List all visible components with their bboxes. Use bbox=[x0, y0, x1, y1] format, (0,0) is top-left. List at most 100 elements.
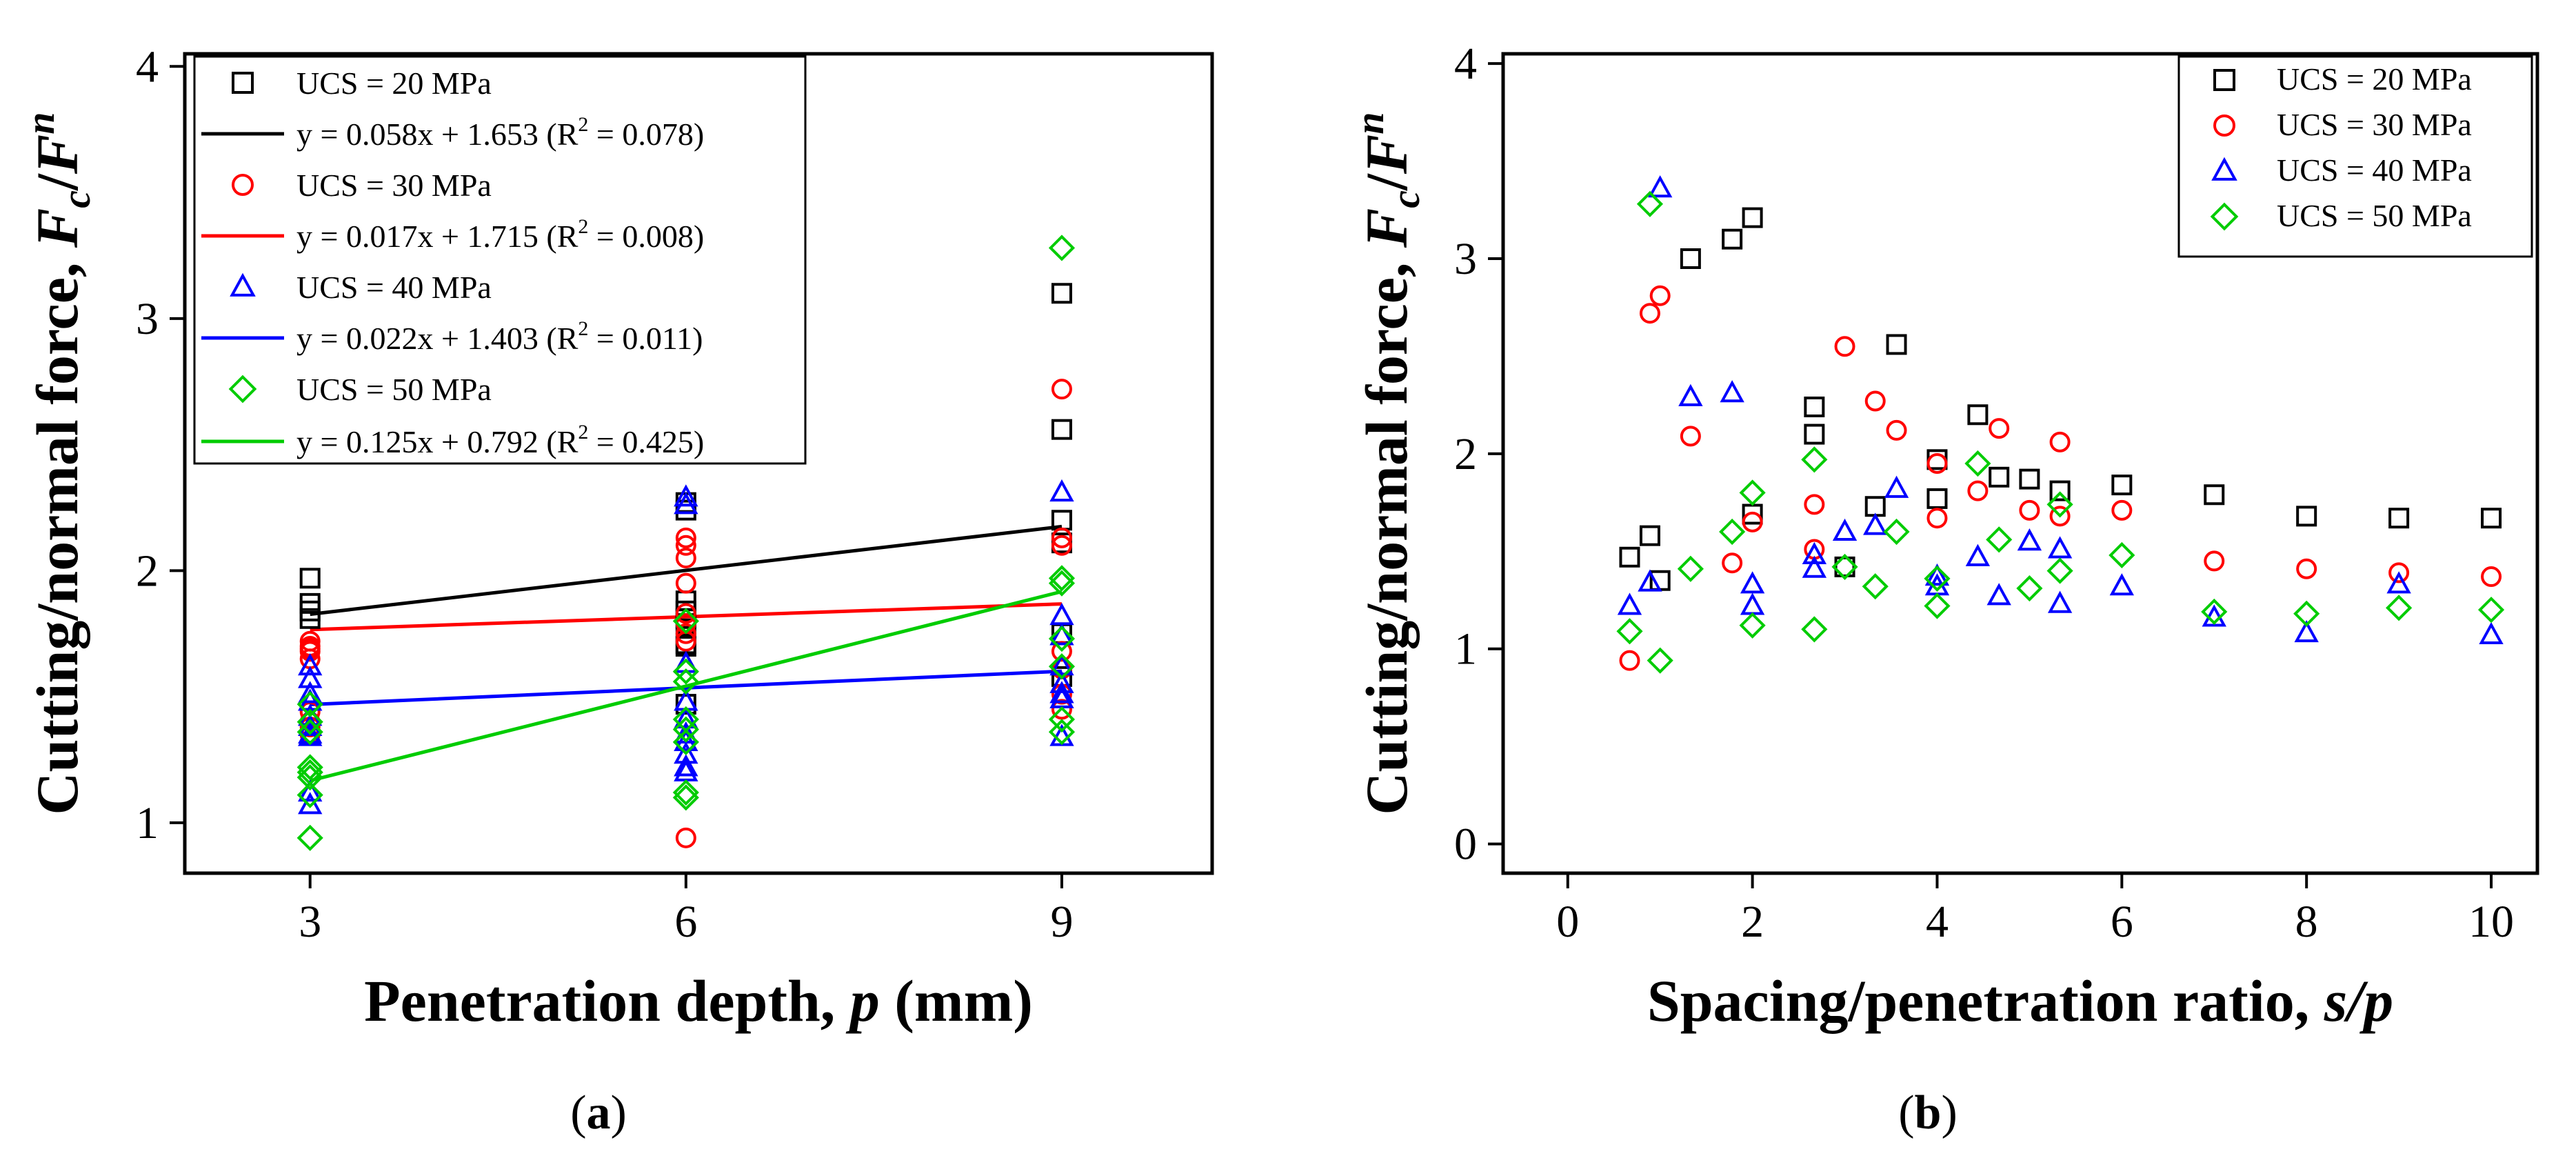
data-point-circle bbox=[1742, 511, 1763, 532]
data-point-triangle bbox=[1802, 555, 1827, 578]
data-point-triangle bbox=[2109, 573, 2135, 596]
data-point-triangle bbox=[1884, 475, 1909, 498]
legend-marker-triangle bbox=[2211, 157, 2237, 181]
data-point-diamond bbox=[1924, 592, 1951, 619]
data-point-square bbox=[1742, 207, 1763, 228]
data-point-triangle bbox=[1647, 175, 1673, 198]
data-point-diamond bbox=[1883, 518, 1910, 546]
data-point-circle bbox=[675, 572, 696, 594]
data-point-diamond bbox=[2293, 600, 2320, 627]
data-point-circle bbox=[675, 827, 696, 848]
data-point-diamond bbox=[1636, 190, 1664, 217]
data-point-diamond bbox=[1964, 450, 1991, 477]
legend-fit-label-ucs40: y = 0.022x + 1.403 (R2 = 0.011) bbox=[296, 317, 703, 356]
panel-label-a: (a) bbox=[570, 1086, 627, 1139]
data-point-circle bbox=[2481, 566, 2502, 588]
legend-fit-label-ucs20: y = 0.058x + 1.653 (R2 = 0.078) bbox=[296, 113, 704, 152]
data-point-square bbox=[1722, 228, 1743, 250]
legend-box-a bbox=[193, 55, 807, 465]
y-tick-label: 1 bbox=[1454, 624, 1477, 675]
legend-b-ucs40-marker bbox=[2211, 157, 2237, 181]
data-point-diamond bbox=[1986, 526, 2013, 553]
data-point-circle bbox=[1639, 303, 1660, 324]
data-point-triangle bbox=[2047, 590, 2073, 613]
data-point-diamond bbox=[1801, 446, 1828, 473]
data-point-diamond bbox=[296, 824, 323, 851]
data-point-circle bbox=[1649, 285, 1671, 306]
legend-label-ucs20: UCS = 20 MPa bbox=[296, 66, 492, 101]
legend-marker-square bbox=[232, 72, 254, 94]
y-axis-label-a: Cutting/normal force, Fc/Fn bbox=[18, 112, 99, 815]
data-point-circle bbox=[2204, 550, 2225, 572]
data-point-diamond bbox=[296, 764, 323, 791]
data-point-triangle bbox=[2386, 571, 2411, 594]
data-point-circle bbox=[2049, 431, 2071, 452]
data-point-circle bbox=[2019, 499, 2040, 521]
legend-item-ucs40-marker bbox=[230, 272, 256, 297]
data-point-triangle bbox=[674, 754, 698, 777]
data-point-triangle bbox=[1049, 623, 1074, 646]
data-point-diamond bbox=[1739, 612, 1766, 639]
data-point-diamond bbox=[1048, 653, 1076, 680]
data-point-square bbox=[1967, 404, 1989, 426]
data-point-diamond bbox=[1924, 565, 1951, 592]
data-point-triangle bbox=[298, 653, 323, 676]
data-point-diamond bbox=[672, 784, 699, 811]
data-points-a bbox=[296, 235, 1076, 851]
legend-b-ucs50-marker bbox=[2210, 202, 2239, 231]
data-point-square bbox=[1051, 419, 1072, 440]
data-point-diamond bbox=[1677, 555, 1704, 582]
y-tick-label: 3 bbox=[1454, 234, 1477, 284]
data-point-triangle bbox=[674, 728, 698, 751]
data-point-diamond bbox=[2046, 557, 2073, 584]
data-point-diamond bbox=[2477, 597, 2505, 624]
plot-frame-b bbox=[1501, 52, 2539, 875]
x-tick-label: 9 bbox=[1050, 897, 1073, 947]
data-point-diamond bbox=[1048, 565, 1076, 592]
fit-line bbox=[310, 602, 1063, 632]
data-point-square bbox=[1639, 525, 1660, 546]
data-point-diamond bbox=[1801, 616, 1828, 643]
data-point-circle bbox=[2296, 558, 2317, 579]
data-point-diamond bbox=[1048, 719, 1076, 746]
data-point-diamond bbox=[2046, 491, 2073, 518]
data-point-square bbox=[1864, 496, 1886, 517]
data-point-triangle bbox=[1965, 543, 1991, 566]
data-point-square bbox=[1804, 396, 1825, 417]
data-point-triangle bbox=[1802, 541, 1827, 564]
y-tick-label: 0 bbox=[1454, 819, 1477, 870]
data-point-diamond bbox=[672, 728, 699, 755]
data-point-triangle bbox=[298, 779, 323, 802]
data-point-diamond bbox=[1048, 625, 1076, 652]
data-point-triangle bbox=[2479, 621, 2504, 644]
data-point-triangle bbox=[298, 792, 323, 815]
legend-label-ucs50: UCS = 50 MPa bbox=[296, 372, 492, 407]
legend-label-ucs30: UCS = 30 MPa bbox=[296, 168, 492, 203]
data-point-square bbox=[1051, 283, 1072, 304]
data-point-circle bbox=[1051, 527, 1072, 548]
data-point-diamond bbox=[2201, 598, 2228, 626]
data-point-triangle bbox=[1049, 603, 1074, 626]
data-point-triangle bbox=[298, 681, 323, 704]
data-point-square bbox=[2049, 480, 2071, 501]
x-axis-label-b: Spacing/penetration ratio, s/p bbox=[1647, 968, 2393, 1034]
data-point-triangle bbox=[674, 492, 698, 515]
data-point-diamond bbox=[1048, 235, 1076, 261]
data-point-diamond bbox=[1739, 479, 1766, 506]
legend-marker-triangle bbox=[230, 272, 256, 297]
data-point-square bbox=[2111, 475, 2133, 496]
x-tick-label: 2 bbox=[1741, 897, 1764, 947]
data-point-triangle bbox=[1678, 383, 1703, 406]
data-point-circle bbox=[2388, 562, 2410, 584]
data-point-circle bbox=[1967, 480, 1989, 501]
legend-marker-circle bbox=[232, 174, 254, 196]
x-tick-label: 10 bbox=[2468, 897, 2514, 947]
y-tick-label: 2 bbox=[1454, 429, 1477, 479]
data-point-circle bbox=[1989, 418, 2010, 439]
data-point-circle bbox=[1804, 494, 1825, 515]
data-point-circle bbox=[1722, 552, 1743, 574]
data-point-circle bbox=[1680, 426, 1701, 447]
data-point-circle bbox=[1926, 453, 1948, 474]
data-point-diamond bbox=[1048, 706, 1076, 733]
